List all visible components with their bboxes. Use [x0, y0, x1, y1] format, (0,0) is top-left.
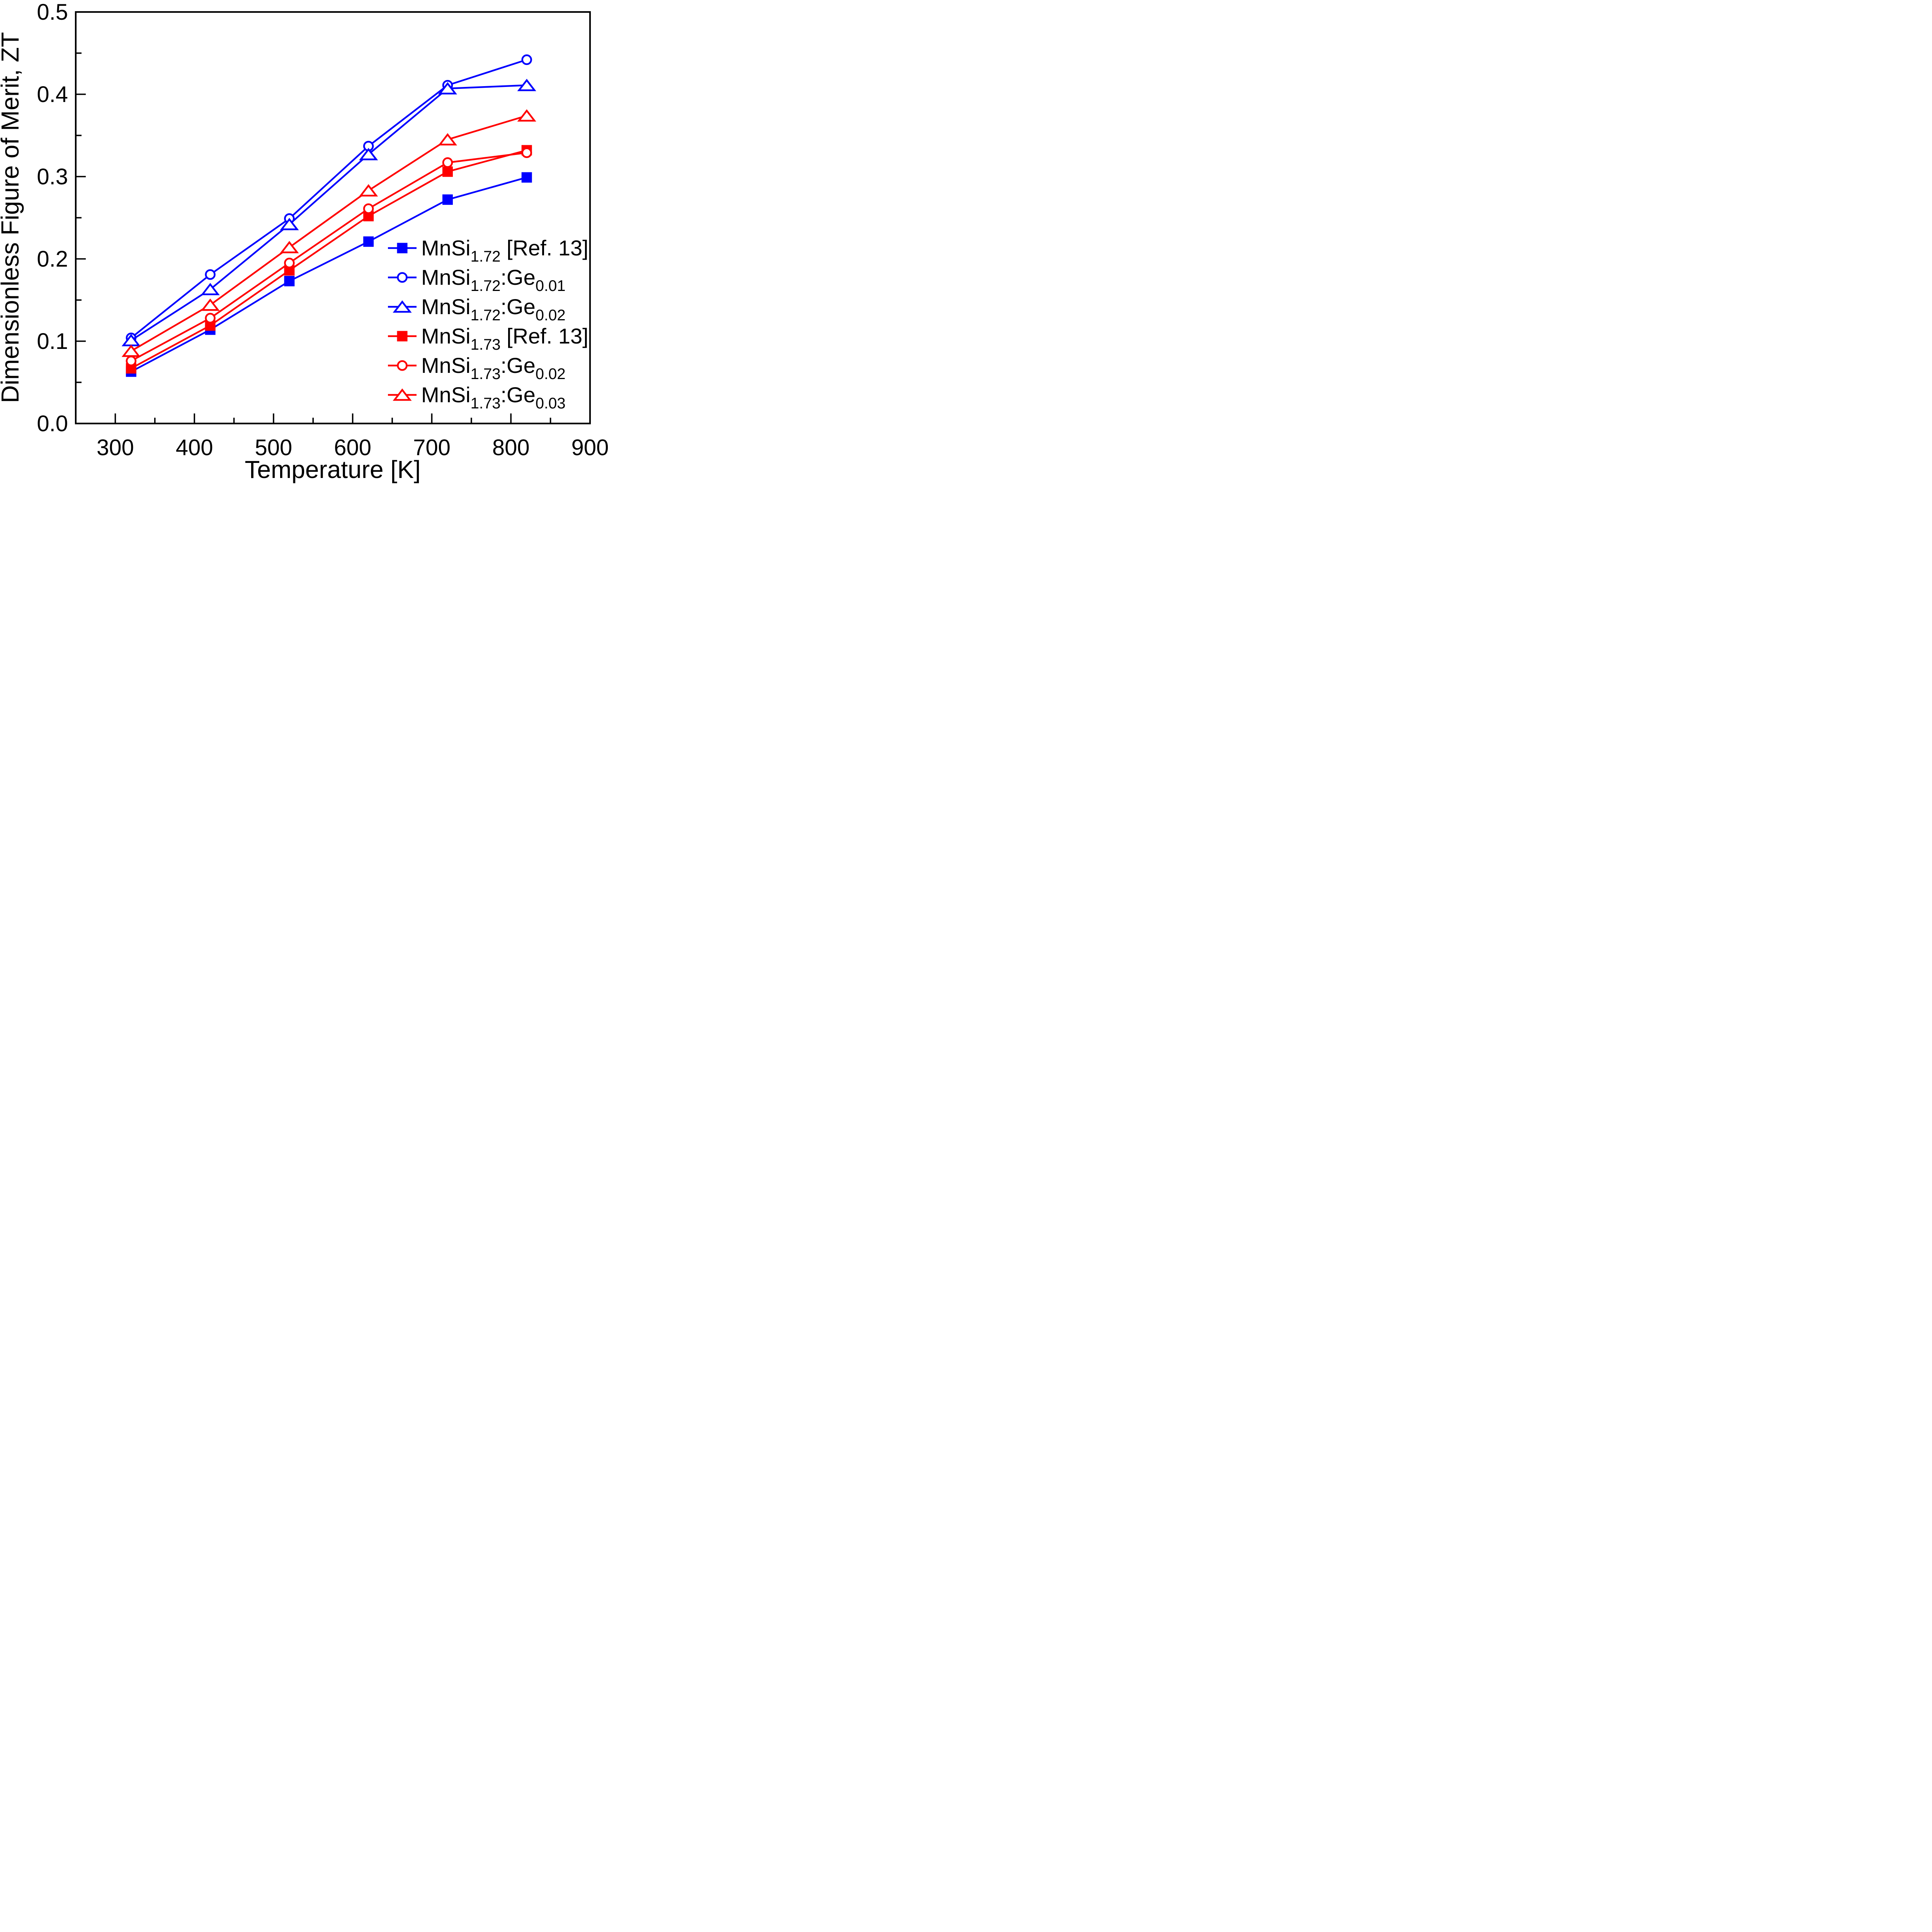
- triangle-marker: [438, 82, 457, 95]
- square-marker: [442, 166, 453, 177]
- square-marker: [397, 331, 408, 342]
- x-tick-label: 300: [97, 435, 134, 460]
- series-mnsi1.73-ge0.02: [126, 147, 532, 366]
- x-tick-label: 800: [492, 435, 530, 460]
- x-tick-label: 700: [413, 435, 451, 460]
- triangle-marker: [438, 133, 457, 146]
- circle-marker: [442, 157, 453, 168]
- circle-marker: [397, 360, 408, 371]
- triangle-marker: [359, 184, 378, 197]
- square-marker: [521, 172, 532, 183]
- axis-ticks: [76, 11, 591, 424]
- square-marker: [442, 194, 453, 205]
- legend-entry: MnSi1.72:Ge0.01: [388, 265, 566, 294]
- triangle-marker: [201, 283, 220, 296]
- x-tick-labels: 300 400 500 600 700 800 900: [97, 435, 609, 460]
- circle-marker: [205, 313, 216, 324]
- x-axis-title: Temperature [K]: [245, 456, 420, 483]
- triangle-marker: [201, 298, 220, 311]
- square-marker: [397, 243, 408, 253]
- y-tick-label: 0.1: [37, 329, 68, 354]
- y-tick-label: 0.4: [37, 82, 68, 107]
- circle-marker: [363, 203, 374, 214]
- legend-label: MnSi1.73:Ge0.03: [421, 383, 566, 412]
- circle-marker: [521, 147, 532, 158]
- series-mnsi1.73-ge0.03: [121, 109, 536, 357]
- zt-vs-temperature-chart: 300 400 500 600 700 800 900 0.0 0.1 0.2 0.3 0.4 0.5 M…: [0, 0, 609, 483]
- x-tick-label: 600: [334, 435, 371, 460]
- triangle-marker: [121, 344, 141, 357]
- series-mnsi1.72-ge0.01: [126, 54, 532, 344]
- legend-entry: MnSi1.73:Ge0.02: [388, 353, 566, 383]
- series-line: [131, 149, 527, 369]
- legend-entry: MnSi1.72:Ge0.02: [388, 294, 566, 324]
- x-tick-label: 400: [176, 435, 213, 460]
- x-tick-label: 500: [255, 435, 293, 460]
- legend-entry: MnSi1.72 [Ref. 13]: [388, 236, 588, 265]
- plot-area: 300 400 500 600 700 800 900 0.0 0.1 0.2 0.3 0.4 0.5 M…: [37, 0, 609, 460]
- circle-marker: [284, 257, 295, 269]
- legend-label: MnSi1.72 [Ref. 13]: [421, 236, 588, 265]
- legend-entry: MnSi1.73:Ge0.03: [388, 383, 566, 412]
- triangle-marker: [517, 78, 536, 91]
- legend: MnSi1.72 [Ref. 13]MnSi1.72:Ge0.01MnSi1.7…: [388, 236, 588, 412]
- series-line: [131, 152, 527, 362]
- circle-marker: [205, 269, 216, 280]
- series-line: [131, 84, 527, 341]
- circle-marker: [126, 355, 137, 366]
- square-marker: [284, 276, 295, 287]
- triangle-marker: [280, 218, 299, 230]
- circle-marker: [397, 272, 408, 283]
- triangle-marker: [359, 148, 378, 160]
- y-tick-label: 0.0: [37, 411, 68, 436]
- triangle-marker: [393, 300, 412, 313]
- y-tick-label: 0.5: [37, 0, 68, 25]
- legend-label: MnSi1.73:Ge0.02: [421, 353, 566, 383]
- triangle-marker: [280, 241, 299, 253]
- triangle-marker: [393, 388, 412, 401]
- y-axis-title: Dimensionless Figure of Merit, ZT: [0, 32, 24, 403]
- series-line: [130, 59, 527, 339]
- triangle-marker: [517, 109, 536, 122]
- x-tick-label: 900: [571, 435, 609, 460]
- series-line: [131, 115, 527, 352]
- series-mnsi1.72-ge0.02: [121, 78, 536, 347]
- y-tick-label: 0.3: [37, 164, 68, 189]
- y-tick-label: 0.2: [37, 247, 68, 272]
- series-line: [131, 177, 527, 372]
- chart-figure: 300 400 500 600 700 800 900 0.0 0.1 0.2 0.3 0.4 0.5 M…: [0, 0, 609, 484]
- legend-label: MnSi1.72:Ge0.01: [421, 265, 566, 294]
- legend-label: MnSi1.72:Ge0.02: [421, 294, 566, 324]
- circle-marker: [521, 54, 532, 65]
- legend-label: MnSi1.73 [Ref. 13]: [421, 324, 588, 353]
- y-tick-labels: 0.0 0.1 0.2 0.3 0.4 0.5: [37, 0, 68, 436]
- legend-entry: MnSi1.73 [Ref. 13]: [388, 324, 588, 353]
- square-marker: [363, 236, 374, 247]
